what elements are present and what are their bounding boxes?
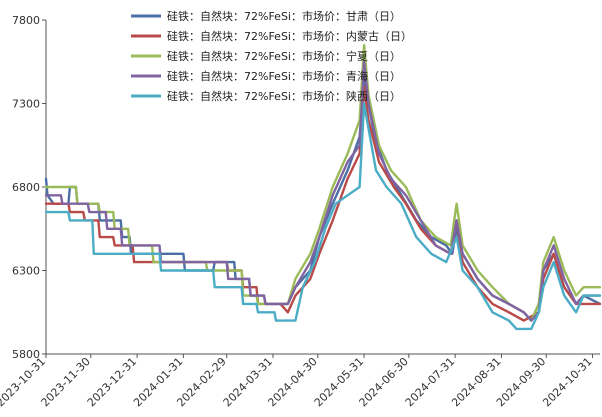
legend-label-4: 硅铁：自然块：72%FeSi：市场价：青海（日） bbox=[167, 69, 401, 83]
series-line-3 bbox=[44, 43, 602, 322]
series-layer bbox=[44, 43, 602, 331]
legend-label-5: 硅铁：自然块：72%FeSi：市场价：陕西（日） bbox=[167, 89, 401, 103]
y-tick-label: 5800 bbox=[12, 348, 40, 361]
x-tick-group: 2023-10-312023-11-302023-12-312024-01-31… bbox=[0, 354, 595, 409]
series-line-5 bbox=[44, 102, 602, 331]
series-line-4 bbox=[44, 60, 602, 322]
y-tick-label: 6300 bbox=[12, 265, 40, 278]
y-tick-label: 6800 bbox=[12, 181, 40, 194]
chart-legend: 硅铁：自然块：72%FeSi：市场价：甘肃（日） 硅铁：自然块：72%FeSi：市… bbox=[131, 9, 412, 103]
x-tick-label: 2024-10-31 bbox=[540, 355, 594, 409]
legend-label-1: 硅铁：自然块：72%FeSi：市场价：甘肃（日） bbox=[167, 9, 401, 23]
series-line-1 bbox=[44, 77, 602, 322]
series-line-2 bbox=[44, 85, 602, 322]
y-tick-label: 7300 bbox=[12, 98, 40, 111]
y-tick-label: 7800 bbox=[12, 14, 40, 27]
legend-label-3: 硅铁：自然块：72%FeSi：市场价：宁夏（日） bbox=[167, 49, 401, 63]
legend-label-2: 硅铁：自然块：72%FeSi：市场价：内蒙古（日） bbox=[167, 29, 412, 43]
y-tick-group: 5800 6300 6800 7300 7800 bbox=[12, 14, 46, 361]
